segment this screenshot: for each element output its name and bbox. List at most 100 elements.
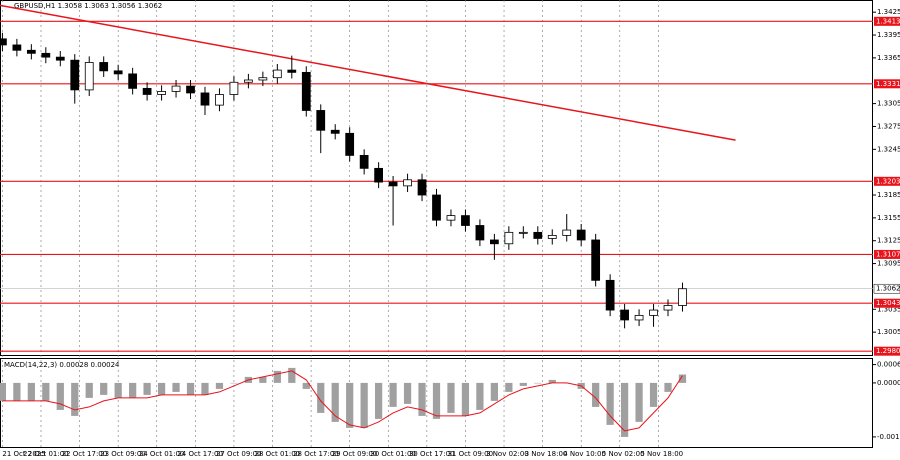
- x-tick-label: 28 Oct 01:00: [255, 450, 301, 458]
- macd-bar: [157, 382, 166, 395]
- macd-bar: [447, 382, 455, 413]
- macd-bar: [71, 382, 79, 416]
- main-frame: [0, 0, 873, 356]
- macd-bar: [85, 382, 93, 398]
- macd-bar: [360, 382, 368, 428]
- level-label-bg: [874, 249, 900, 259]
- macd-bar: [389, 382, 397, 407]
- candle-body: [244, 79, 253, 83]
- x-tick-label: 28 Oct 17:00: [293, 450, 339, 458]
- macd-bar: [403, 382, 412, 404]
- candle-body: [649, 309, 658, 316]
- candle-body: [547, 234, 557, 239]
- candle-body: [359, 155, 369, 169]
- macd-bar: [490, 382, 498, 401]
- x-tick-label: 3 Nov 02:00: [486, 450, 529, 458]
- x-tick-label: 3 Nov 18:00: [525, 450, 568, 458]
- last-price-bg: [873, 283, 900, 294]
- y-tick-label: 1.3365: [877, 54, 900, 62]
- macd-title: MACD(14,22,3) 0.00028 0.00024: [4, 361, 120, 369]
- macd-bar: [346, 382, 354, 428]
- macd-bar: [331, 382, 339, 422]
- candle-body: [229, 81, 239, 95]
- candle-body: [186, 85, 195, 94]
- y-tick-label: 1.3275: [877, 122, 900, 130]
- candle-body: [157, 91, 166, 95]
- macd-bar: [461, 382, 470, 416]
- macd-bar: [606, 382, 614, 425]
- macd-bar: [27, 382, 35, 401]
- candle-body: [475, 225, 485, 241]
- y-tick-label: 1.3095: [877, 260, 900, 268]
- candle-body: [663, 305, 673, 311]
- x-tick-label: 29 Oct 09:00: [332, 450, 378, 458]
- macd-bar: [649, 382, 658, 407]
- y-tick-label: 1.3245: [877, 145, 900, 153]
- candle-body: [576, 229, 586, 241]
- last-price-label: 1.3062: [876, 285, 900, 293]
- y-tick-label: 1.3155: [877, 214, 900, 222]
- macd-bar: [534, 382, 542, 384]
- x-tick-label: 5 Nov 18:00: [640, 450, 683, 458]
- macd-bar: [664, 382, 672, 392]
- candle-body: [518, 231, 528, 234]
- candle-body: [113, 70, 123, 75]
- level-label-bg: [874, 16, 900, 26]
- macd-bar: [620, 382, 629, 437]
- macd-bar: [13, 382, 21, 401]
- level-label-bg: [874, 79, 900, 89]
- candle-body: [432, 194, 441, 221]
- level-label-bg: [874, 346, 900, 356]
- x-tick-label: 30 Oct 17:00: [409, 450, 455, 458]
- x-tick-label: 31 Oct 09:00: [447, 450, 493, 458]
- candle-body: [41, 52, 51, 58]
- level-label: 1.3413: [876, 17, 900, 25]
- candle-body: [634, 314, 644, 321]
- macd-frame: [0, 358, 873, 448]
- macd-bar: [432, 382, 441, 419]
- level-label: 1.2980: [876, 347, 900, 355]
- macd-bar: [375, 382, 383, 419]
- macd-bar: [259, 376, 267, 383]
- y-tick-label: 1.3125: [877, 237, 900, 245]
- macd-bar: [100, 382, 108, 395]
- candle-body: [200, 92, 210, 106]
- macd-bar: [302, 382, 310, 389]
- level-label: 1.3107: [876, 250, 900, 258]
- candle-body: [55, 56, 65, 61]
- macd-signal-line: [2, 370, 683, 432]
- macd-bar: [418, 382, 426, 416]
- candle-body: [403, 179, 412, 187]
- macd-bar: [201, 382, 209, 395]
- candle-body: [171, 85, 181, 92]
- macd-bar: [635, 382, 643, 422]
- x-tick-label: 22 Oct 01:00: [23, 450, 69, 458]
- y-tick-label: 1.3425: [877, 8, 900, 16]
- macd-bar: [172, 382, 180, 392]
- candle-body: [12, 44, 22, 51]
- macd-bar: [114, 382, 122, 398]
- y-tick-label: 1.3395: [877, 31, 900, 39]
- macd-bar: [0, 382, 7, 401]
- candle-body: [70, 59, 80, 91]
- candle-body: [345, 132, 355, 156]
- x-tick-label: 4 Nov 10:00: [563, 450, 606, 458]
- macd-bar: [505, 382, 513, 392]
- candle-body: [0, 38, 7, 46]
- candle-body: [84, 62, 94, 91]
- macd-bar: [592, 382, 600, 407]
- candle-body: [562, 229, 572, 236]
- chart-title: GBPUSD,H1 1.3058 1.3063 1.3056 1.3062: [14, 2, 162, 10]
- candle-body: [388, 181, 398, 187]
- trendline: [0, 4, 736, 141]
- candle-body: [287, 69, 297, 73]
- candle-body: [215, 94, 224, 106]
- candle-body: [26, 49, 36, 54]
- x-tick-label: 5 Nov 02:00: [602, 450, 645, 458]
- candle-body: [678, 288, 687, 306]
- macd-bar: [215, 382, 224, 389]
- level-label: 1.3203: [876, 177, 900, 185]
- x-tick-label: 21 Oct 2025: [2, 450, 45, 458]
- macd-tick-label: 0.00061: [877, 361, 900, 369]
